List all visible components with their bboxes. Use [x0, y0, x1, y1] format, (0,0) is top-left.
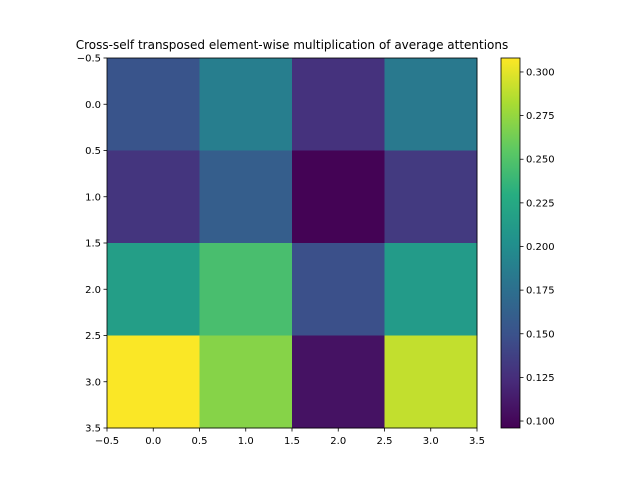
heatmap-cell-r2-c0	[107, 243, 200, 336]
y-tick-label: −0.5	[77, 54, 101, 65]
colorbar-tick-label: 0.225	[526, 198, 555, 209]
x-tick-label: 1.5	[284, 436, 300, 447]
y-axis: −0.5 0.0 0.5 1.0 1.5 2.0 2.5 3.0 3.5	[77, 54, 107, 435]
heatmap-cell-r2-c1	[199, 243, 293, 336]
y-tick-label: 2.0	[85, 285, 101, 296]
colorbar-tick-label: 0.100	[526, 417, 555, 428]
heatmap-cell-r1-c1	[199, 150, 293, 244]
colorbar-axis: 0.100 0.125 0.150 0.175 0.200 0.225 0.250 0.275…	[520, 67, 555, 428]
heatmap-cell-r0-c2	[292, 58, 385, 151]
y-tick-label: 3.5	[85, 424, 101, 435]
heatmap-cell-r1-c0	[107, 150, 200, 244]
y-tick-label: 1.0	[85, 192, 101, 203]
y-tick-label: 2.5	[85, 331, 101, 342]
heatmap-cell-r3-c3	[384, 335, 478, 429]
heatmap-cell-r0-c0	[107, 58, 200, 151]
colorbar-tick-label: 0.175	[526, 286, 555, 297]
x-axis: −0.5 0.0 0.5 1.0 1.5 2.0 2.5 3.0 3.5	[95, 428, 485, 447]
heatmap-cell-r3-c0	[107, 335, 200, 429]
colorbar	[500, 57, 521, 429]
y-tick-label: 3.0	[85, 377, 101, 388]
x-tick-label: 0.5	[192, 436, 208, 447]
y-tick-label: 1.5	[85, 239, 101, 250]
heatmap-cell-r1-c2	[292, 150, 385, 244]
heatmap-cell-r3-c1	[199, 335, 293, 429]
y-tick-label: 0.5	[85, 146, 101, 157]
x-tick-label: 1.0	[238, 436, 254, 447]
x-tick-label: 3.5	[469, 436, 485, 447]
x-tick-label: 2.5	[377, 436, 393, 447]
x-tick-label: −0.5	[95, 436, 119, 447]
x-tick-label: 0.0	[145, 436, 161, 447]
heatmap-cell-r0-c3	[384, 58, 478, 151]
heatmap-cells	[107, 58, 478, 429]
heatmap-cell-r2-c3	[384, 243, 478, 336]
heatmap-cell-r1-c3	[384, 150, 478, 244]
x-tick-label: 2.0	[330, 436, 346, 447]
colorbar-tick-label: 0.150	[526, 329, 555, 340]
colorbar-tick-label: 0.200	[526, 242, 555, 253]
heatmap-cell-r3-c2	[292, 335, 385, 429]
colorbar-tick-label: 0.300	[526, 67, 555, 78]
colorbar-tick-label: 0.275	[526, 111, 555, 122]
colorbar-tick-label: 0.250	[526, 155, 555, 166]
x-tick-label: 3.0	[423, 436, 439, 447]
heatmap-cell-r2-c2	[292, 243, 385, 336]
chart-title: Cross-self transposed element-wise multi…	[76, 38, 509, 52]
y-tick-label: 0.0	[85, 100, 101, 111]
heatmap-cell-r0-c1	[199, 58, 293, 151]
colorbar-tick-label: 0.125	[526, 373, 555, 384]
